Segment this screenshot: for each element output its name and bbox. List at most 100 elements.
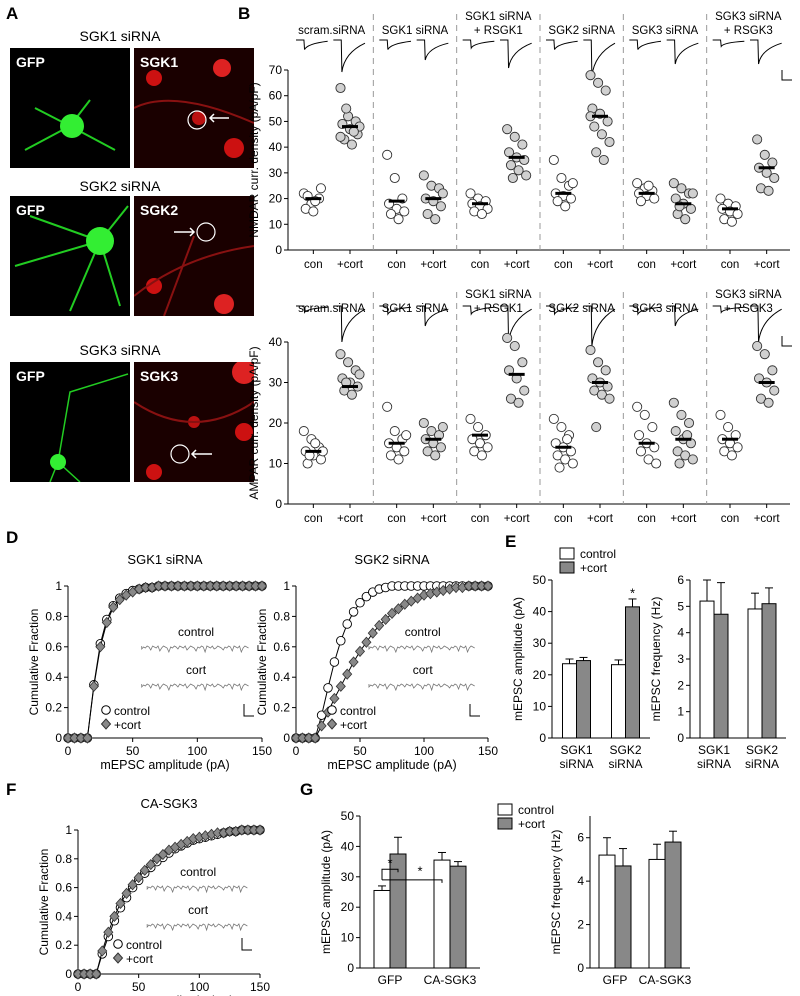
data-point bbox=[502, 332, 513, 344]
data-point bbox=[585, 70, 596, 81]
data-point bbox=[521, 170, 532, 181]
data-point bbox=[139, 864, 150, 876]
y-axis-label: mEPSC frequency (Hz) bbox=[549, 830, 563, 955]
example-trace bbox=[629, 305, 662, 316]
bar bbox=[433, 859, 451, 969]
data-point bbox=[635, 446, 647, 457]
data-point bbox=[639, 409, 650, 420]
data-point bbox=[298, 426, 309, 437]
y-tick-label: 1 bbox=[677, 705, 684, 719]
legend-marker bbox=[326, 718, 338, 730]
group-title: SGK1 siRNA bbox=[465, 11, 532, 23]
example-trace bbox=[368, 645, 475, 654]
scale-bar bbox=[781, 336, 792, 347]
scatter-panel-B: 0 10 20 30 40 50 60 70 NMDAR curr. density (pA/p… bbox=[247, 11, 792, 271]
data-point bbox=[598, 154, 609, 166]
bar bbox=[747, 608, 763, 739]
data-point bbox=[422, 208, 433, 220]
data-point bbox=[562, 434, 573, 445]
x-tick-label: +cort bbox=[587, 513, 614, 525]
data-point bbox=[668, 178, 679, 189]
category-label: siRNA bbox=[697, 757, 731, 771]
data-point bbox=[382, 149, 393, 160]
gfp-image: GFP bbox=[10, 362, 130, 482]
group-title: SGK1 siRNA bbox=[382, 303, 449, 315]
data-point bbox=[556, 421, 567, 433]
data-point bbox=[401, 430, 412, 441]
panel-letter-d: D bbox=[6, 528, 19, 547]
example-trace bbox=[333, 39, 366, 73]
legend-swatch bbox=[497, 803, 513, 816]
data-point bbox=[767, 157, 778, 168]
panel-letter-g: G bbox=[300, 780, 314, 799]
y-tick-label: 10 bbox=[269, 457, 283, 471]
y-tick-label: 6 bbox=[577, 831, 584, 845]
chart-title: SGK2 siRNA bbox=[354, 552, 429, 567]
y-tick-label: 0.6 bbox=[55, 881, 72, 895]
bar-panel-G2: 0 2 4 6 mEPSC frequency (Hz) GFP CA-SGK3 bbox=[549, 816, 692, 987]
legend-label: control bbox=[518, 803, 554, 817]
group-title: scram.siRNA bbox=[298, 303, 365, 315]
group-title: SGK2 siRNA bbox=[548, 303, 615, 315]
data-point bbox=[554, 462, 565, 473]
data-point bbox=[600, 85, 611, 96]
data-point bbox=[517, 357, 528, 368]
micrograph-title: SGK3 siRNA bbox=[79, 342, 161, 358]
data-point bbox=[567, 178, 578, 189]
y-axis-label: Cumulative Fraction bbox=[37, 849, 51, 956]
trace-label: control bbox=[180, 865, 216, 879]
data-point bbox=[97, 945, 108, 957]
x-tick-label: +cort bbox=[504, 259, 531, 271]
bar bbox=[614, 865, 632, 969]
y-tick-label: 0.2 bbox=[55, 938, 72, 952]
data-point bbox=[430, 214, 441, 225]
data-point bbox=[121, 887, 132, 899]
group-title: SGK2 siRNA bbox=[548, 25, 615, 37]
data-point bbox=[482, 442, 493, 453]
y-tick-label: 20 bbox=[341, 900, 355, 914]
y-tick-label: 0 bbox=[275, 497, 282, 511]
category-label: GFP bbox=[603, 973, 628, 987]
x-tick-label: 50 bbox=[126, 744, 140, 758]
data-point bbox=[465, 413, 476, 425]
example-trace bbox=[296, 39, 328, 50]
legend-marker bbox=[112, 952, 124, 964]
data-point bbox=[519, 385, 530, 396]
data-point bbox=[600, 365, 611, 376]
x-tick-label: 50 bbox=[132, 980, 146, 994]
legend-label: +cort bbox=[518, 817, 546, 831]
x-axis-label: mEPSC amplitude (pA) bbox=[327, 758, 456, 772]
example-trace bbox=[583, 39, 616, 77]
y-axis-label: NMDAR curr. density (pA/pF) bbox=[247, 82, 261, 237]
data-point bbox=[726, 216, 737, 227]
legend-label: control bbox=[580, 547, 616, 561]
data-point bbox=[329, 692, 340, 705]
y-tick-label: 1 bbox=[55, 579, 62, 593]
data-point bbox=[437, 421, 448, 433]
data-point bbox=[435, 201, 446, 212]
chart-title: SGK1 siRNA bbox=[127, 552, 202, 567]
legend-marker bbox=[100, 718, 112, 730]
data-point bbox=[715, 409, 726, 420]
bar-panel-G1: 0 10 20 30 40 50 mEPSC amplitude (pA) GFP CA-SGK… bbox=[319, 809, 480, 987]
bar bbox=[449, 865, 467, 969]
micrograph-title: SGK1 siRNA bbox=[79, 28, 161, 44]
data-point bbox=[723, 421, 734, 433]
y-tick-label: 0 bbox=[577, 961, 584, 975]
y-tick-label: 1 bbox=[65, 823, 72, 837]
significance-star: * bbox=[387, 856, 392, 871]
bar bbox=[598, 854, 616, 969]
x-tick-label: 100 bbox=[189, 980, 209, 994]
gfp-neuron-illustration bbox=[14, 205, 129, 312]
stain-image: SGK2 bbox=[134, 196, 254, 316]
trace-label: control bbox=[178, 625, 214, 639]
data-point bbox=[670, 426, 681, 437]
data-point bbox=[591, 421, 602, 433]
data-point bbox=[732, 442, 743, 453]
data-point bbox=[680, 214, 691, 225]
category-label: SGK1 bbox=[560, 743, 592, 757]
data-point bbox=[602, 116, 613, 127]
stain-illustration bbox=[134, 59, 254, 158]
data-point bbox=[361, 591, 372, 602]
example-trace bbox=[141, 683, 249, 692]
